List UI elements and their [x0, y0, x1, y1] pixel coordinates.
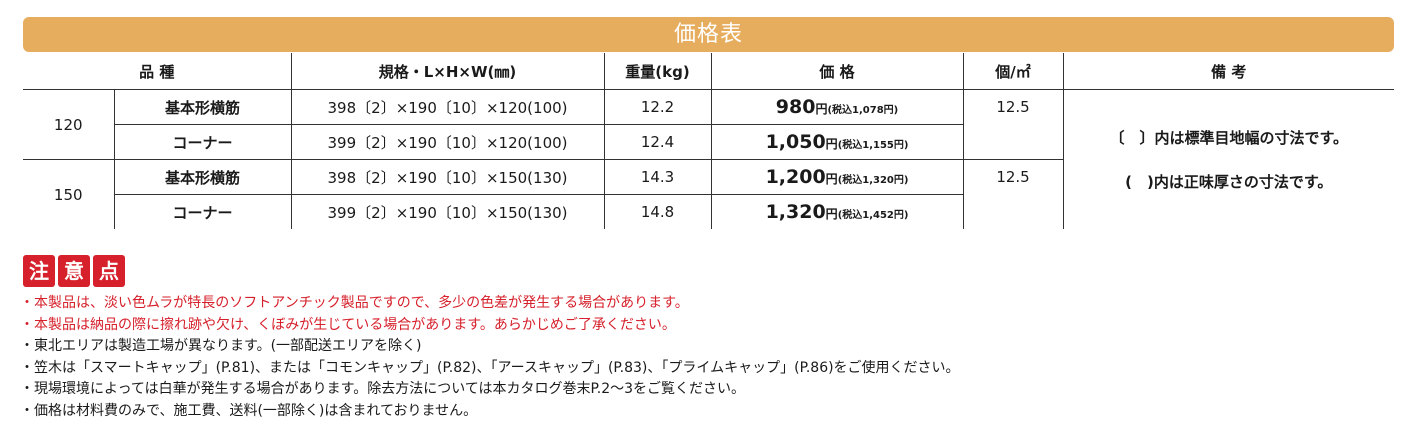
- row-name: 基本形横筋: [113, 159, 292, 195]
- row-name: コーナー: [113, 124, 292, 160]
- row-spec: 399〔2〕×190〔10〕×150(130): [290, 194, 605, 229]
- notice-badge-i: 意: [58, 255, 90, 287]
- notice-badge-ten: 点: [93, 255, 125, 287]
- price-tax: (税込1,155円): [837, 140, 909, 151]
- row-weight: 12.4: [603, 124, 712, 160]
- header-price: 価 格: [710, 53, 964, 90]
- list-item: ・価格は材料費のみで、施工費、送料(一部除く)は含まれておりません。: [20, 402, 478, 419]
- price-value: 1,320: [765, 201, 826, 223]
- row-name: 基本形横筋: [113, 89, 292, 125]
- list-item: ・本製品は、淡い色ムラが特長のソフトアンチック製品ですので、多少の色差が発生する…: [20, 295, 689, 311]
- price-yen: 円: [825, 207, 838, 221]
- row-spec: 398〔2〕×190〔10〕×150(130): [290, 159, 605, 195]
- price-tax: (税込1,452円): [837, 210, 909, 221]
- size-group-150: 150: [53, 185, 83, 204]
- notice-heading: 注 意 点: [23, 255, 125, 287]
- row-weight: 12.2: [603, 89, 712, 125]
- list-item: ・本製品は納品の際に擦れ跡や欠け、くぼみが生じている場合があります。あらかじめご…: [20, 316, 676, 333]
- row-price: 1,320円(税込1,452円): [710, 194, 964, 229]
- price-value: 1,050: [765, 131, 826, 153]
- row-weight: 14.3: [603, 159, 712, 195]
- row-spec: 398〔2〕×190〔10〕×120(100): [290, 89, 605, 125]
- price-yen: 円: [825, 172, 838, 186]
- row-count: [962, 194, 1064, 229]
- remark-thickness: ( )内は正味厚さの寸法です。: [1125, 172, 1333, 191]
- price-tax: (税込1,320円): [837, 175, 909, 186]
- header-weight: 重量(kg): [603, 53, 712, 90]
- row-price: 980円(税込1,078円): [710, 89, 964, 125]
- row-price: 1,050円(税込1,155円): [710, 124, 964, 160]
- list-item: ・東北エリアは製造工場が異なります。(一部配送エリアを除く): [20, 338, 422, 354]
- price-table: 品 種 規格・L×H×W(㎜) 重量(kg) 価 格 個/㎡ 備 考 120 基…: [23, 53, 1395, 229]
- row-name: コーナー: [113, 194, 292, 229]
- table-row: 150 基本形横筋 398〔2〕×190〔10〕×150(130) 14.3 1…: [23, 159, 1394, 204]
- remarks-cell: 〔 〕内は標準目地幅の寸法です。 ( )内は正味厚さの寸法です。: [1062, 89, 1395, 229]
- row-count: 12.5: [962, 89, 1064, 125]
- row-count: [962, 124, 1064, 160]
- table-row: コーナー 399〔2〕×190〔10〕×150(130) 14.8 1,320円…: [23, 194, 1394, 229]
- notice-badge-chu: 注: [23, 255, 55, 287]
- row-weight: 14.8: [603, 194, 712, 229]
- header-type: 品 種: [23, 53, 292, 90]
- price-value: 980: [775, 96, 816, 118]
- row-price: 1,200円(税込1,320円): [710, 159, 964, 195]
- list-item: ・現場環境によっては白華が発生する場合があります。除去方法については本カタログ巻…: [20, 381, 746, 397]
- table-row: コーナー 399〔2〕×190〔10〕×120(100) 12.4 1,050円…: [23, 124, 1394, 160]
- row-count: 12.5: [962, 159, 1064, 195]
- header-spec: 規格・L×H×W(㎜): [290, 53, 605, 90]
- price-tax: (税込1,078円): [827, 105, 899, 116]
- size-group-120: 120: [23, 89, 114, 160]
- price-yen: 円: [825, 137, 838, 151]
- price-value: 1,200: [765, 166, 826, 188]
- list-item: ・笠木は「スマートキャップ」(P.81)、または「コモンキャップ」(P.82)、…: [20, 359, 960, 376]
- table-row: 120 基本形横筋 398〔2〕×190〔10〕×120(100) 12.2 9…: [23, 89, 1395, 229]
- header-remarks: 備 考: [1062, 53, 1395, 90]
- price-table-banner: 価格表: [23, 17, 1394, 52]
- remark-joint: 〔 〕内は標準目地幅の寸法です。: [1109, 128, 1349, 147]
- price-table-title: 価格表: [673, 22, 743, 47]
- notice-list: ・本製品は、淡い色ムラが特長のソフトアンチック製品ですので、多少の色差が発生する…: [20, 293, 960, 422]
- table-header-row: 品 種 規格・L×H×W(㎜) 重量(kg) 価 格 個/㎡ 備 考: [23, 53, 1395, 90]
- header-count: 個/㎡: [962, 53, 1064, 90]
- price-yen: 円: [815, 102, 828, 116]
- row-spec: 399〔2〕×190〔10〕×120(100): [290, 124, 605, 160]
